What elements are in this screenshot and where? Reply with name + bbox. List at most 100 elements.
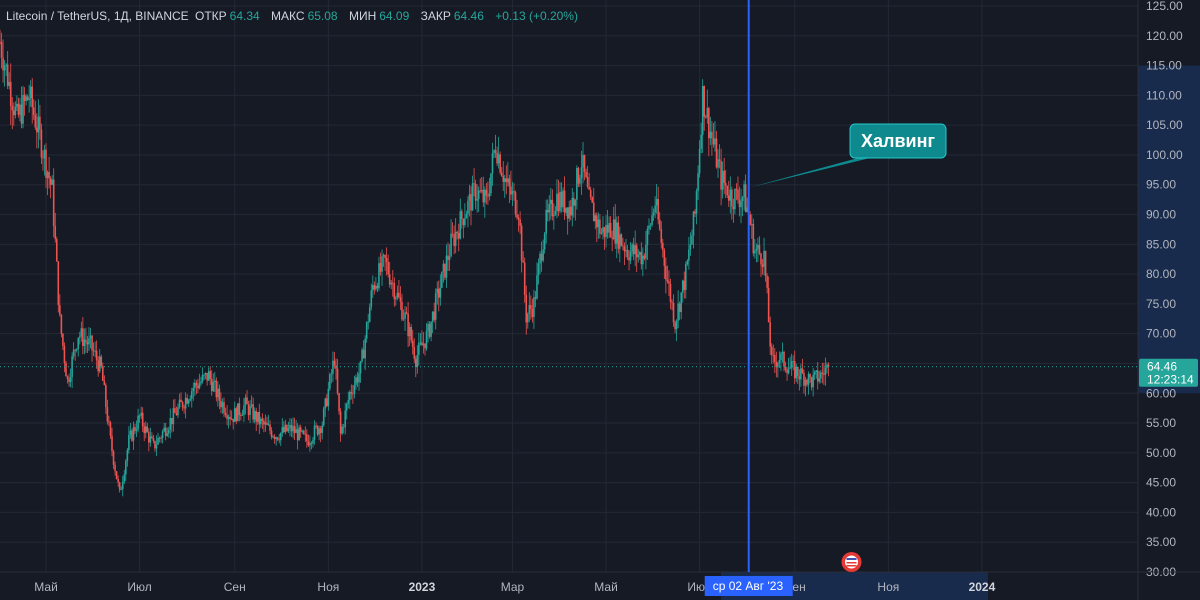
candle-body [146, 426, 149, 432]
candle-body [396, 292, 399, 298]
candle-body [434, 293, 437, 320]
candle-body [382, 255, 385, 257]
candle-body [780, 353, 782, 361]
candle-body [456, 231, 459, 233]
candle-body [407, 313, 409, 337]
candle-body [477, 190, 480, 200]
candle-body [32, 107, 35, 115]
candle-body [459, 211, 462, 239]
candle-body [648, 225, 650, 229]
candle-body [246, 397, 248, 405]
candle-body [336, 368, 339, 394]
candle-body [777, 362, 779, 368]
candle-body [605, 224, 607, 237]
candle-body [665, 266, 667, 280]
candle-body [181, 402, 184, 408]
x-tick-label: Ноя [317, 580, 339, 594]
symbol-label[interactable]: Litecoin / TetherUS, 1Д, BINANCE [6, 9, 189, 23]
candle-body [576, 167, 578, 200]
candle-body [157, 437, 159, 445]
candle-body [296, 429, 299, 441]
candle-body [233, 408, 236, 422]
y-tick-label: 75.00 [1146, 297, 1176, 311]
candle-body [321, 425, 323, 433]
candle-body [391, 282, 394, 284]
candle-body [352, 393, 354, 395]
candle-body [278, 439, 281, 441]
candle-body [131, 430, 133, 441]
candle-body [652, 212, 655, 216]
candle-body [741, 197, 744, 202]
candle-body [574, 199, 577, 206]
change-value: +0.13 (+0.20%) [495, 9, 578, 23]
candle-body [253, 410, 256, 420]
candle-body [801, 368, 804, 374]
candle-body [89, 335, 92, 339]
candle-body [304, 433, 307, 435]
candle-body [207, 371, 210, 381]
candle-body [80, 328, 83, 337]
candle-body [559, 191, 561, 212]
candle-body [197, 385, 199, 389]
candle-body [264, 422, 267, 425]
candle-body [395, 297, 397, 300]
candle-body [708, 108, 710, 139]
candle-body [154, 440, 156, 449]
candle-body [668, 281, 670, 284]
candle-body [25, 96, 27, 101]
candle-body [546, 209, 549, 213]
y-tick-label: 55.00 [1146, 416, 1176, 430]
candle-body [45, 149, 47, 178]
candle-body [642, 255, 644, 265]
candle-body [721, 170, 724, 190]
candle-body [293, 426, 296, 434]
candle-body [192, 388, 195, 392]
candle-body [140, 412, 142, 416]
candle-body [723, 170, 725, 183]
candle-body [292, 426, 294, 432]
y-tick-label: 95.00 [1146, 178, 1176, 192]
candle-body [410, 326, 412, 341]
candle-body [520, 225, 523, 261]
candle-body [430, 321, 432, 337]
candle-body [806, 379, 808, 385]
candle-body [548, 203, 551, 213]
candle-body [34, 114, 37, 128]
candle-body [560, 191, 563, 208]
candle-body [704, 116, 707, 118]
candle-body [8, 81, 11, 86]
candle-body [744, 184, 747, 212]
candle-body [793, 361, 796, 379]
candle-body [92, 350, 95, 352]
candle-body [355, 377, 357, 385]
candle-body [735, 188, 738, 190]
callout-box[interactable] [849, 123, 947, 159]
candle-body [757, 245, 759, 249]
us-flag-event-icon-stripe [846, 562, 857, 564]
candle-body [103, 380, 106, 386]
candle-body [183, 407, 185, 409]
candle-body [364, 338, 366, 359]
candle-body [508, 178, 511, 187]
crosshair-date-label: ср 02 Авг '23 [713, 579, 784, 593]
candle-body [244, 397, 247, 406]
candle-body [218, 388, 221, 401]
candle-body [706, 108, 709, 118]
candle-body [549, 199, 552, 204]
candle-body [206, 372, 208, 381]
candle-body [135, 429, 138, 431]
candle-body [26, 96, 29, 100]
candle-body [545, 209, 547, 234]
candle-body [427, 324, 429, 332]
candle-body [260, 418, 262, 425]
candle-body [318, 428, 320, 435]
candle-body [155, 444, 158, 449]
candle-body [249, 406, 251, 416]
candle-body [267, 424, 270, 426]
y-tick-label: 90.00 [1146, 208, 1176, 222]
candle-body [213, 380, 216, 382]
candle-body [385, 257, 388, 263]
candle-body [606, 224, 609, 233]
candle-body [487, 195, 489, 197]
